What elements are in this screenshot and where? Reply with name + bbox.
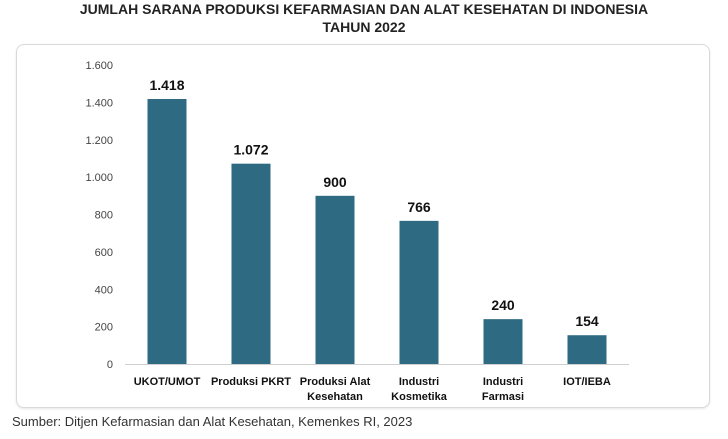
y-tick-label: 1.600	[85, 60, 113, 72]
x-tick-label: Kesehatan	[307, 391, 363, 403]
x-tick-label: Industri	[483, 376, 523, 388]
bar	[399, 220, 439, 364]
source-note: Sumber: Ditjen Kefarmasian dan Alat Kese…	[12, 414, 413, 429]
x-tick-label: UKOT/UMOT	[134, 376, 201, 388]
data-label: 154	[575, 313, 599, 329]
bar	[231, 163, 271, 364]
chart-frame	[16, 44, 710, 408]
y-tick-label: 400	[95, 284, 113, 296]
y-tick-label: 600	[95, 247, 113, 259]
y-tick-label: 200	[95, 322, 113, 334]
data-label: 1.418	[149, 77, 184, 93]
y-tick-label: 1.200	[85, 135, 113, 147]
x-tick-label: IOT/IEBA	[563, 376, 611, 388]
bar	[147, 99, 187, 364]
bar	[567, 335, 607, 364]
bar	[483, 319, 523, 364]
data-label: 240	[491, 297, 515, 313]
x-tick-label: Farmasi	[482, 391, 524, 403]
data-label: 900	[323, 174, 347, 190]
bar	[315, 195, 355, 364]
y-tick-label: 1.000	[85, 172, 113, 184]
x-tick-label: Kosmetika	[391, 391, 448, 403]
x-tick-label: Produksi PKRT	[211, 376, 291, 388]
x-tick-label: Industri	[399, 376, 439, 388]
data-label: 766	[407, 199, 431, 215]
data-label: 1.072	[233, 142, 268, 158]
chart-title: JUMLAH SARANA PRODUKSI KEFARMASIAN DAN A…	[79, 1, 649, 17]
x-tick-label: Produksi Alat	[300, 376, 371, 388]
y-tick-label: 1.400	[85, 97, 113, 109]
y-tick-label: 800	[95, 210, 113, 222]
chart-subtitle: TAHUN 2022	[322, 19, 406, 35]
y-tick-label: 0	[107, 359, 113, 371]
